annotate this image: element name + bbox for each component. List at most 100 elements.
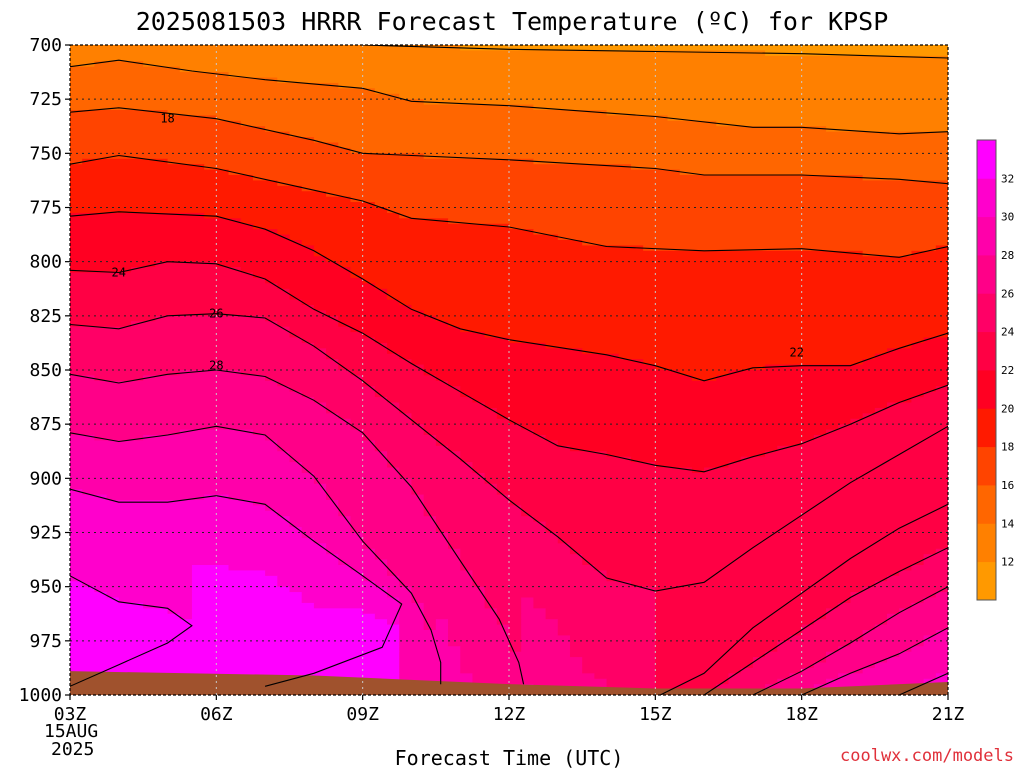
temperature-cell [374,283,948,290]
temperature-cell [582,559,925,566]
temperature-cell [70,321,132,328]
temperature-cell [862,667,948,674]
temperature-cell [70,137,315,144]
temperature-cell [862,586,948,593]
temperature-cell [70,164,205,171]
temperature-cell [313,602,400,609]
temperature-cell [850,418,948,425]
temperature-cell [923,391,948,398]
temperature-cell [130,321,278,328]
temperature-cell [655,673,730,680]
temperature-cell [362,575,400,582]
temperature-cell [228,72,948,79]
temperature-cell [350,326,461,333]
temperature-cell [911,342,948,349]
temperature-cell [423,619,437,626]
temperature-cell [326,543,364,550]
temperature-cell [509,494,948,501]
temperature-cell [521,613,547,620]
temperature-cell [70,640,400,647]
temperature-cell [70,375,95,382]
temperature-cell [216,115,669,122]
temperature-cell [70,82,339,89]
colorbar: 12 14 16 18 20 22 24 26 28 30 32 [976,139,1015,601]
temperature-cell [509,635,522,642]
temperature-cell [557,532,948,539]
temperature-cell [411,597,486,604]
temperature-cell [838,646,913,653]
x-axis-label: Forecast Time (UTC) [395,746,624,768]
temperature-cell [70,72,230,79]
temperature-cell [399,575,474,582]
x-tick-label: 21Z [932,704,965,725]
temperature-cell [838,424,948,431]
colorbar-band [977,178,996,218]
temperature-cell [399,407,498,414]
temperature-cell [509,418,852,425]
temperature-cell [423,424,522,431]
temperature-cell [350,521,437,528]
colorbar-tick-label: 32 [1001,172,1014,185]
contour-line-28 [801,627,948,695]
temperature-cell [411,305,948,312]
temperature-cell [448,624,510,631]
temperature-cell [460,391,925,398]
temperature-cell [911,250,948,257]
temperature-cell [70,391,303,398]
temperature-cell [472,462,656,469]
temperature-cell [70,45,461,52]
y-tick-label: 950 [29,577,62,598]
temperature-cell [435,315,948,322]
temperature-cell [411,586,486,593]
temperature-cell [70,348,327,355]
temperature-cell [826,657,888,664]
temperature-cell [826,651,900,658]
temperature-cell [399,581,474,588]
temperature-cell [411,478,486,485]
y-tick-label: 900 [29,468,62,489]
temperature-cell [70,402,327,409]
colorbar-tick-label: 14 [1001,517,1015,530]
temperature-cell [289,516,352,523]
temperature-cell [70,494,108,501]
contour-lines [70,45,948,695]
colorbar-tick-label: 26 [1001,287,1014,300]
temperature-cell [155,261,217,268]
credit-link[interactable]: coolwx.com/models [840,746,1014,766]
temperature-cell [533,597,656,604]
temperature-cell [411,592,486,599]
temperature-cell [460,662,583,669]
temperature-cell [448,537,559,544]
temperature-cell [387,342,547,349]
temperature-cell [569,651,656,658]
temperature-cell [338,315,437,322]
temperature-cell [70,359,339,366]
temperature-cell [728,370,948,377]
temperature-cell [460,565,595,572]
temperature-cell [289,332,364,339]
temperature-cell [667,115,948,122]
temperature-cell [70,288,291,295]
temperature-cell [313,537,364,544]
temperature-cell [521,624,559,631]
temperature-cell [374,88,948,95]
temperature-cell [387,462,474,469]
temperature-cell [545,527,948,534]
temperature-cell [765,364,948,371]
temperature-cell [472,575,608,582]
temperature-cell [399,402,486,409]
temperature-cell [70,212,205,219]
temperature-cell [70,299,303,306]
temperature-cell [277,321,339,328]
temperature-cell [228,565,352,572]
colorbar-tick-label: 30 [1001,211,1014,224]
colorbar-band [977,216,996,256]
temperature-cell [911,646,948,653]
temperature-cell [70,445,278,452]
temperature-cell [813,619,888,626]
contour-line-20 [70,211,948,382]
contour-line-22 [70,261,948,473]
temperature-cell [521,640,571,647]
temperature-cell [874,624,948,631]
